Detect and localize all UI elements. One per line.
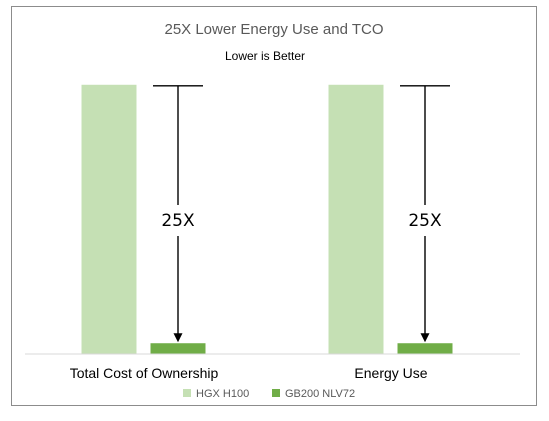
bar-hgx-h100-0 — [81, 84, 137, 355]
bar-gb200-nlv72-1 — [397, 343, 453, 354]
chart-subtitle: Lower is Better — [225, 49, 305, 63]
category-labels-layer: Total Cost of Ownership Energy Use — [70, 365, 428, 381]
annotation-arrowhead-0 — [173, 333, 183, 343]
annotations-layer: 25X 25X — [153, 85, 450, 343]
bar-hgx-h100-1 — [328, 84, 384, 355]
legend: HGX H100 GB200 NLV72 — [183, 388, 355, 400]
chart-title: 25X Lower Energy Use and TCO — [164, 21, 383, 38]
bars-layer — [81, 84, 453, 355]
legend-swatch-gb200-nlv72 — [272, 389, 280, 397]
category-label-1: Energy Use — [354, 365, 427, 381]
legend-label-gb200-nlv72: GB200 NLV72 — [285, 388, 355, 400]
bar-gb200-nlv72-0 — [150, 343, 206, 354]
annotation-label-1: 25X — [408, 211, 442, 231]
category-label-0: Total Cost of Ownership — [70, 365, 219, 381]
legend-swatch-hgx-h100 — [183, 389, 191, 397]
annotation-label-0: 25X — [161, 211, 195, 231]
annotation-arrowhead-1 — [420, 333, 430, 343]
legend-label-hgx-h100: HGX H100 — [196, 388, 249, 400]
